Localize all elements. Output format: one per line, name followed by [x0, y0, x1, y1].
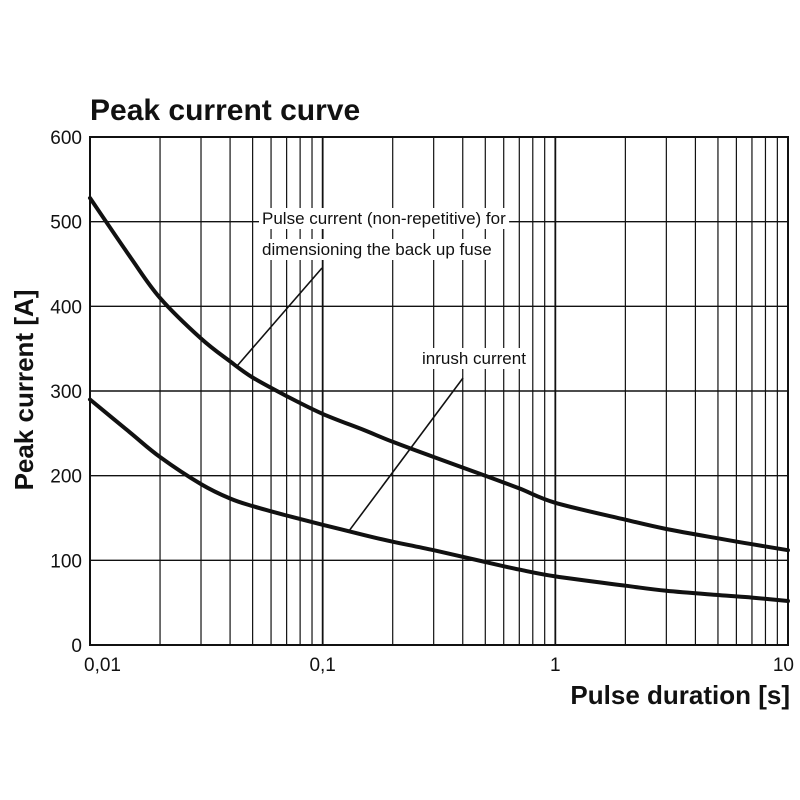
- annotation-leaders: [236, 267, 464, 532]
- y-tick-label: 500: [50, 213, 82, 234]
- y-tick-label: 600: [50, 128, 82, 149]
- series-lines: [88, 196, 790, 603]
- y-axis-title: Peak current [A]: [9, 290, 39, 491]
- annotation-leader-line: [348, 377, 464, 532]
- x-tick-label: 0,1: [309, 655, 335, 676]
- y-tick-label: 400: [50, 297, 82, 318]
- x-tick-label: 10: [773, 655, 794, 676]
- pulse-current-line: [88, 196, 790, 553]
- annotation-text-background: [259, 208, 510, 229]
- x-tick-label: 0,01: [84, 655, 121, 676]
- y-tick-label: 300: [50, 382, 82, 403]
- annotation-pulse-current: Pulse current (non-repetitive) for dimens…: [259, 208, 510, 260]
- annotations: Pulse current (non-repetitive) for dimens…: [259, 208, 530, 369]
- y-tick-label: 200: [50, 467, 82, 488]
- annotation-leader-line: [236, 267, 323, 367]
- x-tick-label: 1: [550, 655, 561, 676]
- annotation-inrush-current: inrush current: [419, 348, 530, 369]
- annotation-text-background: [259, 239, 495, 260]
- annotation-text-background: [419, 348, 530, 369]
- y-tick-label: 100: [50, 551, 82, 572]
- tick-labels: 0 100 200 300 400 500 600 0,01 0,1 1 10: [50, 128, 794, 676]
- chart-title: Peak current curve: [90, 94, 360, 127]
- inrush-current-line: [88, 397, 790, 603]
- annotation-text-line: Pulse current (non-repetitive) for: [262, 209, 506, 228]
- annotation-text-line: inrush current: [422, 349, 526, 368]
- x-axis-title: Pulse duration [s]: [570, 680, 790, 710]
- annotation-text-line: dimensioning the back up fuse: [262, 240, 492, 259]
- y-tick-label: 0: [71, 636, 82, 657]
